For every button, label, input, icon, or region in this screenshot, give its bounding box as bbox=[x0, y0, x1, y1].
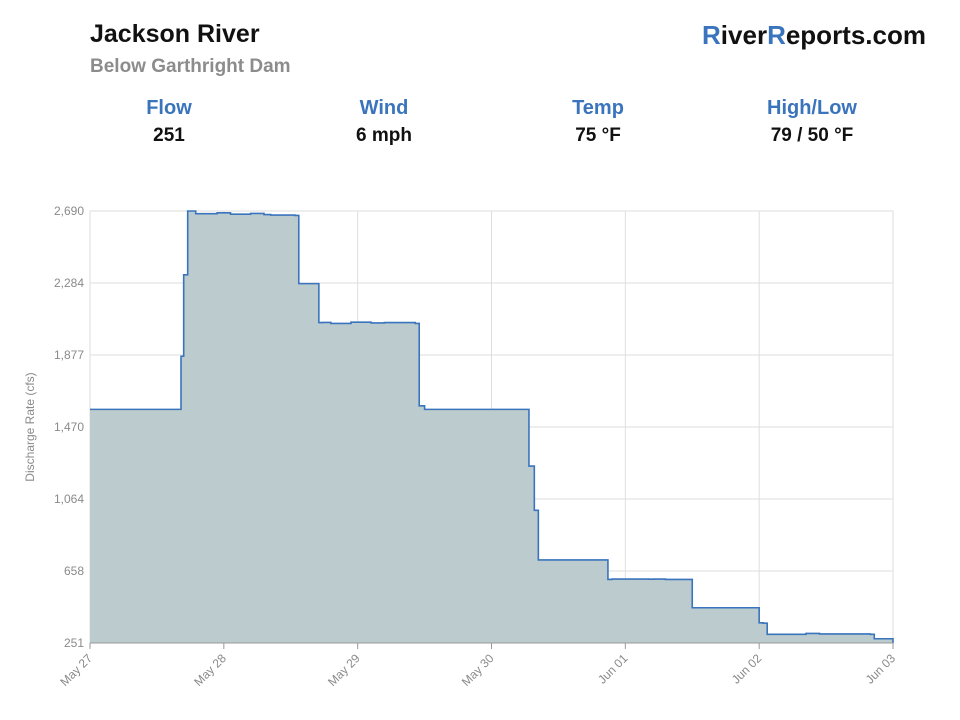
y-tick-label: 1,064 bbox=[54, 492, 84, 506]
y-tick-label: 2,690 bbox=[54, 204, 84, 218]
y-axis-label: Discharge Rate (cfs) bbox=[23, 372, 37, 481]
x-tick-label: May 27 bbox=[57, 651, 95, 689]
brand-part-eports: eports.com bbox=[785, 20, 926, 50]
y-tick-label: 2,284 bbox=[54, 276, 84, 290]
stat-highlow: High/Low 79 / 50 °F bbox=[712, 96, 912, 148]
stat-highlow-label: High/Low bbox=[767, 97, 857, 119]
x-tick-label: Jun 01 bbox=[595, 651, 631, 687]
x-tick-label: Jun 03 bbox=[863, 651, 899, 687]
y-tick-label: 658 bbox=[64, 564, 84, 578]
y-tick-label: 1,877 bbox=[54, 348, 84, 362]
stat-wind: Wind 6 mph bbox=[284, 96, 484, 148]
y-tick-label: 1,470 bbox=[54, 420, 84, 434]
stat-wind-label: Wind bbox=[359, 97, 409, 119]
stat-flow: Flow 251 bbox=[69, 96, 269, 148]
x-tick-label: May 29 bbox=[325, 651, 363, 689]
brand-letter-r2: R bbox=[767, 20, 786, 50]
x-tick-label: May 30 bbox=[459, 651, 497, 689]
discharge-area bbox=[90, 211, 893, 643]
stat-temp-value: 75 °F bbox=[575, 125, 621, 146]
discharge-line[interactable] bbox=[90, 210, 894, 643]
stat-flow-value: 251 bbox=[153, 125, 185, 146]
stat-temp-label: Temp bbox=[572, 97, 624, 119]
y-tick-label: 251 bbox=[64, 636, 84, 650]
page-subtitle: Below Garthright Dam bbox=[90, 56, 291, 77]
stat-temp: Temp 75 °F bbox=[498, 96, 698, 148]
brand-part-iver: iver bbox=[720, 20, 768, 50]
discharge-chart[interactable]: 251 658 1,064 1,470 1,877 2,284 2,690 May 27 May… bbox=[0, 190, 960, 720]
stat-wind-value: 6 mph bbox=[356, 125, 412, 146]
stat-flow-label: Flow bbox=[146, 97, 192, 119]
x-tick-label: May 28 bbox=[191, 651, 229, 689]
brand-logo[interactable]: RiverReports.com bbox=[702, 20, 926, 51]
x-tick-label: Jun 02 bbox=[729, 651, 765, 687]
stat-highlow-value: 79 / 50 °F bbox=[770, 125, 854, 146]
brand-letter-r: R bbox=[702, 20, 721, 50]
page-title: Jackson River bbox=[90, 20, 260, 48]
